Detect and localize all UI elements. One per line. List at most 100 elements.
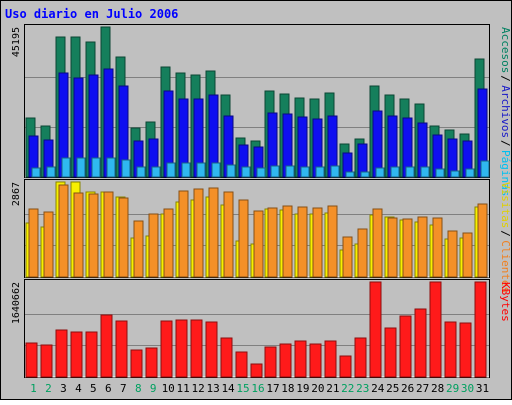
bar bbox=[28, 208, 39, 278]
bar bbox=[76, 157, 86, 178]
bar bbox=[178, 190, 189, 278]
bar bbox=[462, 232, 473, 278]
x-tick-label: 1 bbox=[30, 382, 37, 395]
bar bbox=[480, 160, 490, 178]
axis-legend-label: Archivos bbox=[499, 85, 512, 138]
bar bbox=[175, 319, 188, 378]
bar bbox=[342, 236, 353, 278]
bar bbox=[294, 340, 307, 378]
x-tick-label: 30 bbox=[461, 382, 474, 395]
bar bbox=[327, 205, 338, 278]
axis-legend-label: Páginas bbox=[499, 150, 512, 196]
x-tick-label: 11 bbox=[177, 382, 190, 395]
axis-legend: Accesos / Archivos / Páginas bbox=[499, 27, 512, 196]
axis-legend-label: Visitas bbox=[499, 182, 512, 228]
bar bbox=[357, 228, 368, 278]
x-tick-label: 25 bbox=[386, 382, 399, 395]
bar bbox=[85, 331, 98, 378]
x-tick-label: 7 bbox=[120, 382, 127, 395]
bar bbox=[106, 157, 116, 178]
x-tick-label: 31 bbox=[476, 382, 489, 395]
bar bbox=[360, 171, 370, 178]
axis-legend-label: Accesos bbox=[499, 27, 512, 73]
bar bbox=[402, 218, 413, 278]
x-axis-labels: 1 2 3 4 5 6 7 8 9 10 11 12 13 14 15 16 17 18 19 20 21 22 23 24 2… bbox=[30, 382, 489, 395]
bar bbox=[354, 337, 367, 378]
x-tick-label: 15 bbox=[236, 382, 249, 395]
axis-legend: Visitas / Clientes bbox=[499, 182, 512, 293]
bar bbox=[118, 197, 129, 278]
bar bbox=[31, 167, 41, 178]
bar bbox=[390, 166, 400, 178]
bar bbox=[130, 349, 143, 378]
x-tick-label: 21 bbox=[326, 382, 339, 395]
x-tick-label: 5 bbox=[90, 382, 97, 395]
bar bbox=[25, 342, 38, 378]
series-archivos bbox=[28, 68, 488, 178]
bar bbox=[241, 166, 251, 178]
x-tick-label: 16 bbox=[251, 382, 264, 395]
visits-panel: 45195 Accesos / Archivos / Páginas bbox=[11, 24, 512, 196]
bar bbox=[133, 220, 144, 278]
x-tick-label: 19 bbox=[296, 382, 309, 395]
axis-legend-label: KBytes bbox=[499, 282, 512, 322]
bar bbox=[399, 315, 412, 378]
bar bbox=[297, 206, 308, 278]
x-tick-label: 20 bbox=[311, 382, 324, 395]
x-tick-label: 27 bbox=[416, 382, 429, 395]
bar bbox=[253, 210, 264, 278]
chart-panels: 45195 Accesos / Archivos / Páginas 2867 Visitas… bbox=[11, 24, 512, 378]
y-max-label: 45195 bbox=[11, 27, 22, 57]
bar bbox=[477, 203, 488, 278]
bar bbox=[285, 165, 295, 178]
bar bbox=[103, 191, 114, 278]
bar bbox=[450, 170, 460, 178]
axis-legend-separator: / bbox=[499, 140, 512, 147]
bar bbox=[339, 355, 352, 378]
x-tick-label: 18 bbox=[281, 382, 294, 395]
bar bbox=[205, 321, 218, 378]
bar bbox=[61, 157, 71, 178]
series-clientes bbox=[28, 184, 488, 278]
x-tick-label: 12 bbox=[192, 382, 205, 395]
x-tick-label: 24 bbox=[371, 382, 385, 395]
bar bbox=[163, 208, 174, 278]
bar bbox=[160, 320, 173, 378]
bar bbox=[73, 192, 84, 278]
axis-legend-separator: / bbox=[499, 75, 512, 82]
bar bbox=[226, 164, 236, 178]
bar bbox=[115, 320, 128, 378]
bar bbox=[46, 166, 56, 178]
bar bbox=[387, 217, 398, 278]
x-tick-label: 22 bbox=[341, 382, 354, 395]
bar bbox=[405, 166, 415, 178]
bar bbox=[432, 217, 443, 278]
axis-legend: KBytes bbox=[499, 282, 512, 322]
bar bbox=[369, 281, 382, 378]
bar bbox=[315, 166, 325, 178]
bar bbox=[193, 188, 204, 278]
bar bbox=[43, 211, 54, 278]
bar bbox=[417, 216, 428, 278]
bar bbox=[459, 322, 472, 378]
x-tick-label: 13 bbox=[206, 382, 219, 395]
bar bbox=[223, 191, 234, 278]
bar bbox=[136, 166, 146, 178]
bar bbox=[190, 319, 203, 378]
bar bbox=[435, 168, 445, 178]
bar bbox=[309, 343, 322, 378]
bar bbox=[414, 308, 427, 378]
x-tick-label: 29 bbox=[446, 382, 459, 395]
bar bbox=[88, 193, 99, 278]
bar bbox=[100, 314, 113, 378]
bar bbox=[375, 167, 385, 178]
clients-panel: 2867 Visitas / Clientes bbox=[11, 179, 512, 293]
x-tick-label: 6 bbox=[105, 382, 112, 395]
kbytes-panel: 1640662 KBytes bbox=[11, 279, 512, 378]
x-tick-label: 17 bbox=[266, 382, 279, 395]
bar bbox=[330, 165, 340, 178]
bar bbox=[238, 199, 249, 278]
bar bbox=[279, 343, 292, 378]
bar bbox=[429, 281, 442, 378]
